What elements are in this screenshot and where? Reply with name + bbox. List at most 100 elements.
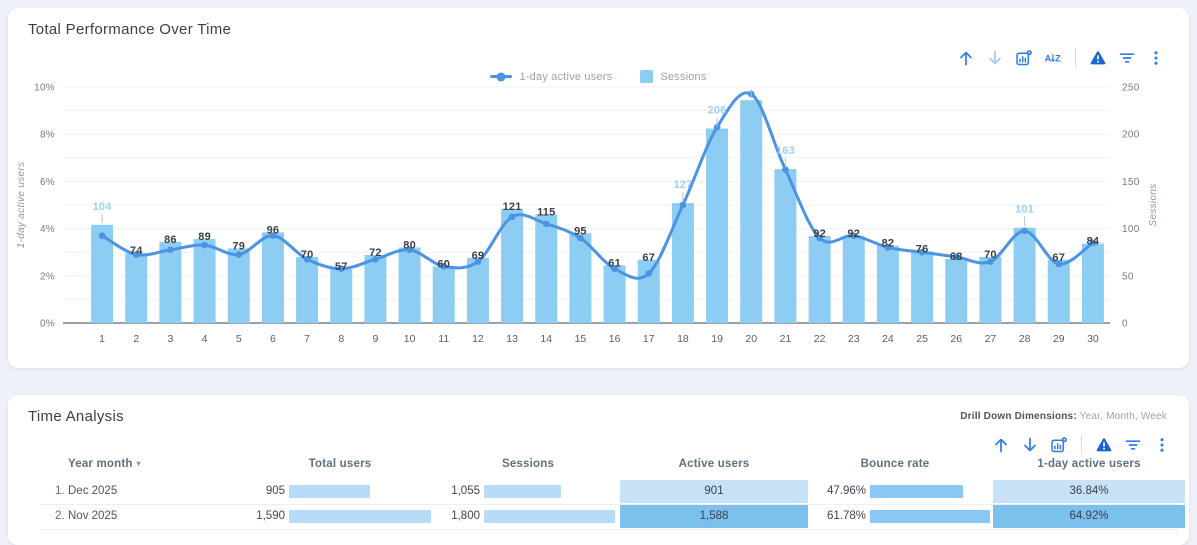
more-icon[interactable] bbox=[1147, 49, 1165, 67]
line-point[interactable] bbox=[884, 244, 892, 251]
bar-value-label: 84 bbox=[1087, 236, 1100, 248]
session-bar[interactable] bbox=[261, 232, 284, 323]
row-index: 1. bbox=[55, 485, 65, 497]
legend-item-active-users[interactable]: 1-day active users bbox=[490, 70, 612, 83]
col-header-1-day-active-users[interactable]: 1-day active users bbox=[1037, 458, 1141, 470]
active-users-line[interactable] bbox=[100, 91, 1095, 280]
bar-value-label: 104 bbox=[93, 201, 113, 213]
filter-icon[interactable] bbox=[1118, 49, 1136, 67]
alert-icon[interactable] bbox=[1089, 49, 1107, 67]
time-analysis-toolbar bbox=[992, 435, 1171, 454]
col-header-active-users[interactable]: Active users bbox=[678, 458, 750, 470]
session-bar[interactable] bbox=[945, 258, 968, 323]
bar-value-label: 80 bbox=[403, 239, 416, 251]
line-point[interactable] bbox=[337, 265, 345, 273]
sort-down-icon[interactable] bbox=[1021, 436, 1039, 454]
legend-item-sessions[interactable]: Sessions bbox=[640, 70, 706, 83]
line-point[interactable] bbox=[782, 166, 789, 173]
explore-icon[interactable] bbox=[1015, 49, 1033, 67]
line-point[interactable] bbox=[577, 234, 584, 242]
session-bar[interactable] bbox=[706, 128, 729, 323]
session-bar[interactable] bbox=[774, 169, 797, 323]
x-axis-label: 29 bbox=[1053, 333, 1065, 345]
line-point[interactable] bbox=[440, 263, 448, 270]
session-bar[interactable] bbox=[569, 233, 592, 323]
line-point[interactable] bbox=[1021, 227, 1028, 235]
line-point[interactable] bbox=[645, 270, 653, 277]
bar-value-label: 95 bbox=[574, 225, 587, 237]
line-point[interactable] bbox=[474, 258, 482, 265]
col-header-year-month[interactable]: Year month ▾ bbox=[68, 458, 141, 470]
session-bar[interactable] bbox=[671, 203, 694, 323]
line-point[interactable] bbox=[679, 201, 687, 209]
line-point[interactable] bbox=[1055, 260, 1063, 268]
line-point[interactable] bbox=[713, 123, 721, 131]
col-header-bounce-rate[interactable]: Bounce rate bbox=[860, 458, 930, 470]
line-point[interactable] bbox=[98, 232, 106, 239]
session-bar[interactable] bbox=[911, 251, 934, 323]
drill-down-label: Drill Down Dimensions: bbox=[960, 411, 1077, 422]
session-bar[interactable] bbox=[603, 265, 626, 323]
session-bar[interactable] bbox=[159, 241, 182, 323]
session-bar[interactable] bbox=[330, 269, 353, 323]
session-bar[interactable] bbox=[876, 245, 899, 323]
line-point[interactable] bbox=[816, 234, 823, 242]
line-point[interactable] bbox=[235, 251, 243, 258]
bar-value-label: 74 bbox=[130, 245, 143, 257]
sort-up-icon[interactable] bbox=[992, 436, 1010, 454]
bounce-rate-value: 47.96% bbox=[826, 485, 866, 497]
session-bar[interactable] bbox=[193, 238, 216, 323]
explore-icon[interactable] bbox=[1050, 436, 1068, 454]
more-icon[interactable] bbox=[1153, 436, 1171, 454]
session-bar[interactable] bbox=[1013, 227, 1036, 323]
line-point[interactable] bbox=[850, 232, 858, 239]
filter-icon[interactable] bbox=[1124, 436, 1142, 454]
x-axis-label: 28 bbox=[1019, 333, 1031, 345]
sort-up-icon[interactable] bbox=[957, 49, 975, 67]
session-bar[interactable] bbox=[808, 236, 831, 323]
line-point[interactable] bbox=[269, 232, 277, 239]
x-axis-label: 1 bbox=[99, 333, 105, 345]
sort-down-icon[interactable] bbox=[986, 49, 1004, 67]
time-analysis-card: Time Analysis Drill Down Dimensions: Yea… bbox=[8, 395, 1189, 545]
session-bar[interactable] bbox=[979, 256, 1002, 323]
session-bar[interactable] bbox=[364, 255, 387, 323]
line-point[interactable] bbox=[508, 213, 516, 221]
col-header-sessions[interactable]: Sessions bbox=[501, 458, 555, 470]
session-bar[interactable] bbox=[91, 224, 114, 323]
alert-icon[interactable] bbox=[1095, 436, 1113, 454]
col-header-total-users[interactable]: Total users bbox=[308, 458, 372, 470]
line-point[interactable] bbox=[1089, 239, 1097, 247]
session-bar[interactable] bbox=[740, 100, 763, 323]
line-point[interactable] bbox=[303, 255, 311, 263]
session-bar[interactable] bbox=[1081, 243, 1104, 323]
session-bar[interactable] bbox=[227, 248, 250, 323]
line-point[interactable] bbox=[952, 253, 960, 261]
bar-value-label: 127 bbox=[673, 179, 692, 191]
line-point[interactable] bbox=[611, 265, 618, 273]
line-point[interactable] bbox=[406, 246, 413, 254]
line-point[interactable] bbox=[542, 220, 550, 228]
line-point[interactable] bbox=[918, 248, 926, 256]
session-bar[interactable] bbox=[501, 208, 524, 323]
sessions-value: 1,800 bbox=[451, 510, 480, 522]
session-bar[interactable] bbox=[432, 266, 455, 323]
session-bar[interactable] bbox=[125, 253, 148, 323]
line-point[interactable] bbox=[167, 246, 174, 254]
performance-card-title: Total Performance Over Time bbox=[28, 21, 232, 38]
line-point[interactable] bbox=[987, 258, 994, 265]
session-bar[interactable] bbox=[1047, 259, 1070, 323]
line-point[interactable] bbox=[132, 251, 140, 258]
line-point[interactable] bbox=[372, 255, 379, 263]
session-bar[interactable] bbox=[466, 257, 489, 323]
session-bar[interactable] bbox=[842, 236, 865, 323]
session-bar[interactable] bbox=[535, 214, 558, 323]
line-series-marker bbox=[490, 72, 513, 81]
session-bar[interactable] bbox=[398, 247, 421, 323]
session-bar[interactable] bbox=[296, 256, 319, 323]
line-point[interactable] bbox=[201, 241, 208, 249]
session-bar[interactable] bbox=[637, 259, 660, 323]
sessions-value: 1,055 bbox=[451, 485, 480, 497]
